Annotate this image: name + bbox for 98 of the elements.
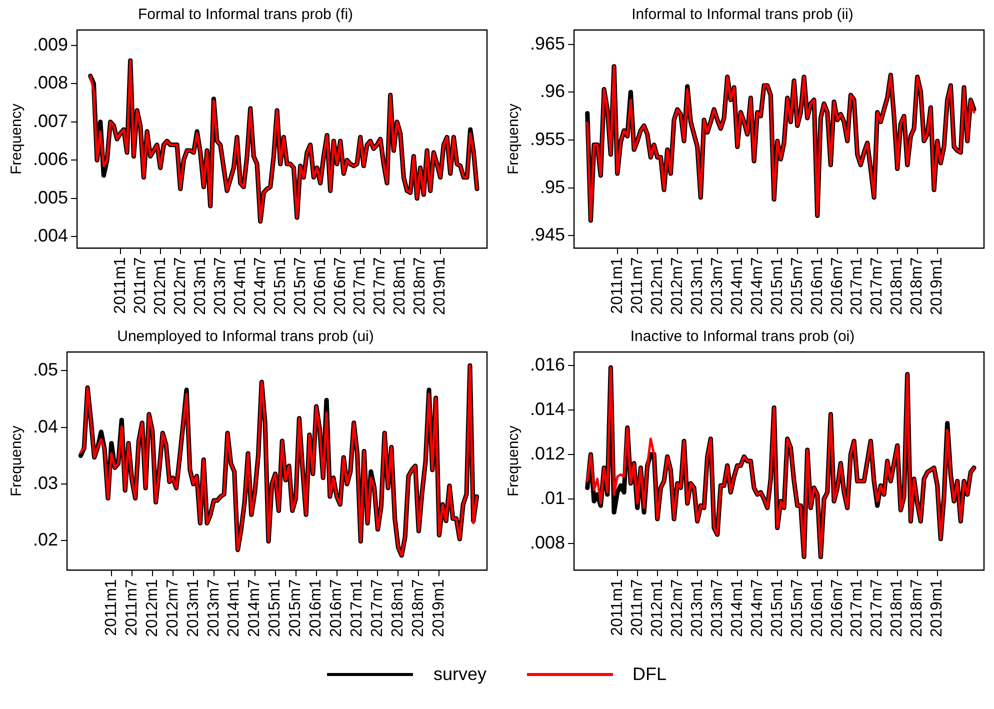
x-tick-label: 2017m7: [372, 257, 389, 316]
x-tick-label: 2012m7: [668, 579, 686, 638]
y-tick-label: .01: [540, 488, 566, 508]
chart-title: Unemployed to Informal trans prob (ui): [117, 328, 374, 346]
x-tick-label: 2013m1: [688, 579, 706, 638]
chart-title: Inactive to Informal trans prob (oi): [630, 328, 855, 346]
y-tick-label: .03: [32, 473, 58, 494]
x-tick-label: 2013m1: [192, 257, 209, 316]
y-tick-label: .04: [32, 416, 58, 436]
x-tick-label: 2018m1: [390, 579, 407, 638]
x-tick-label: 2015m7: [788, 257, 806, 316]
x-tick-label: 2013m7: [205, 579, 222, 638]
x-tick-label: 2012m1: [648, 257, 666, 316]
x-tick-label: 2017m7: [868, 579, 886, 638]
x-tick-label: 2013m7: [708, 579, 726, 638]
x-tick-label: 2014m7: [748, 579, 766, 638]
y-tick-label: .945: [530, 224, 566, 245]
y-tick-label: .008: [32, 72, 68, 93]
x-tick-label: 2011m1: [608, 257, 626, 314]
x-tick-label: 2017m1: [848, 257, 866, 316]
legend-label: survey: [433, 664, 486, 684]
x-tick-label: 2016m7: [828, 257, 846, 316]
x-tick-label: 2019m1: [430, 579, 448, 638]
x-tick-label: 2012m1: [144, 579, 161, 638]
x-tick-label: 2012m7: [668, 257, 686, 316]
x-tick-label: 2018m1: [888, 579, 906, 638]
x-tick-label: 2016m7: [828, 579, 846, 638]
x-tick-label: 2018m1: [392, 257, 409, 316]
x-tick-label: 2014m1: [226, 579, 243, 638]
y-tick-label: .014: [530, 398, 566, 419]
y-tick-label: .965: [530, 33, 566, 54]
chart-title: Formal to Informal trans prob (fi): [138, 6, 354, 24]
x-tick-label: 2019m1: [928, 579, 946, 638]
x-tick-label: 2014m1: [728, 257, 746, 316]
x-tick-label: 2014m7: [246, 579, 264, 638]
x-tick-label: 2017m7: [369, 579, 386, 638]
x-tick-label: 2018m7: [908, 579, 926, 638]
y-tick-label: .005: [32, 187, 68, 208]
x-tick-label: 2015m7: [788, 579, 806, 638]
y-tick-label: .007: [32, 110, 68, 131]
x-tick-label: 2018m7: [412, 257, 429, 316]
x-tick-label: 2017m1: [848, 579, 866, 638]
x-tick-label: 2015m7: [287, 579, 304, 638]
legend-label: DFL: [632, 664, 667, 684]
y-tick-label: .008: [530, 532, 566, 552]
x-tick-label: 2014m7: [252, 257, 269, 316]
x-tick-label: 2019m1: [928, 257, 946, 316]
x-tick-label: 2013m7: [212, 257, 229, 316]
x-tick-label: 2017m1: [348, 579, 366, 638]
y-tick-label: .95: [540, 176, 566, 197]
x-tick-label: 2014m1: [728, 579, 746, 638]
x-tick-label: 2016m7: [328, 579, 346, 638]
x-tick-label: 2013m7: [708, 257, 726, 316]
x-tick-label: 2014m7: [748, 257, 766, 316]
x-tick-label: 2011m7: [628, 579, 646, 636]
x-tick-label: 2018m7: [410, 579, 428, 638]
y-axis-title: Frequency: [505, 425, 522, 497]
x-tick-label: 2015m1: [768, 257, 786, 316]
x-tick-label: 2011m7: [628, 257, 646, 314]
y-axis-title: Frequency: [8, 103, 26, 175]
x-tick-label: 2016m7: [332, 257, 349, 316]
x-tick-label: 2011m1: [102, 579, 120, 636]
x-tick-label: 2012m1: [152, 257, 169, 316]
x-tick-label: 2013m1: [688, 257, 706, 316]
x-tick-label: 2016m1: [808, 257, 826, 316]
x-tick-label: 2015m1: [768, 579, 786, 638]
x-tick-label: 2011m1: [112, 257, 129, 314]
x-tick-label: 2018m7: [908, 257, 926, 316]
x-tick-label: 2014m1: [232, 257, 249, 316]
x-tick-label: 2012m7: [172, 257, 189, 316]
y-tick-label: .012: [530, 443, 566, 464]
x-tick-label: 2012m7: [164, 579, 182, 638]
x-tick-label: 2016m1: [312, 257, 329, 316]
y-tick-label: .016: [530, 354, 566, 374]
x-tick-label: 2015m1: [272, 257, 289, 316]
x-tick-label: 2015m7: [292, 257, 309, 316]
x-tick-label: 2011m1: [608, 579, 626, 636]
chart-title: Informal to Informal trans prob (ii): [632, 6, 854, 24]
x-tick-label: 2012m1: [648, 579, 666, 638]
x-tick-label: 2013m1: [184, 579, 202, 638]
y-tick-label: .004: [32, 226, 68, 246]
y-tick-label: .05: [32, 360, 58, 380]
y-tick-label: .02: [32, 530, 58, 550]
x-tick-label: 2017m1: [352, 257, 369, 316]
y-axis-title: Frequency: [505, 103, 522, 175]
x-tick-label: 2019m1: [432, 257, 449, 316]
y-axis-title: Frequency: [8, 425, 26, 497]
x-tick-label: 2011m7: [132, 257, 149, 314]
y-tick-label: .96: [540, 81, 566, 102]
y-tick-label: .009: [32, 34, 68, 54]
y-tick-label: .006: [32, 149, 68, 170]
x-tick-label: 2015m1: [266, 579, 284, 638]
x-tick-label: 2017m7: [868, 257, 886, 316]
x-tick-label: 2016m1: [808, 579, 826, 638]
x-tick-label: 2011m7: [123, 579, 140, 636]
y-tick-label: .955: [530, 129, 566, 150]
x-tick-label: 2016m1: [308, 579, 325, 638]
x-tick-label: 2018m1: [888, 257, 906, 316]
